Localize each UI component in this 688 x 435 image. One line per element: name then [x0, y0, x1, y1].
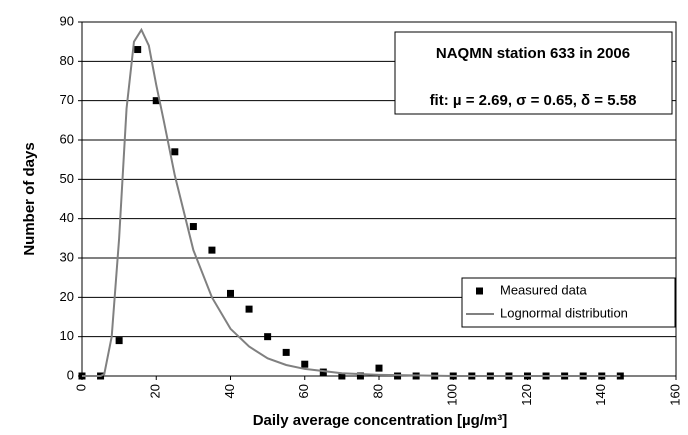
x-tick-label: 160	[667, 384, 682, 406]
data-point	[152, 97, 160, 105]
annotation: NAQMN station 633 in 2006	[436, 45, 630, 62]
legend-label: Measured data	[500, 282, 587, 297]
y-tick-label: 0	[67, 367, 74, 382]
x-tick-label: 60	[296, 384, 311, 398]
y-tick-label: 10	[60, 328, 74, 343]
data-point	[301, 360, 309, 368]
plot-border	[81, 21, 677, 377]
y-tick-label: 90	[60, 13, 74, 28]
data-point	[134, 46, 142, 54]
data-point	[208, 246, 216, 254]
data-point	[171, 148, 179, 156]
data-point	[189, 223, 197, 231]
data-point	[375, 364, 383, 372]
annotation-box	[394, 31, 673, 115]
data-point	[227, 289, 234, 297]
data-point	[245, 305, 253, 313]
x-axis-label: Daily average concentration [µg/m³]	[253, 412, 508, 429]
y-axis-label: Number of days	[21, 142, 38, 255]
x-tick-label: 100	[445, 384, 460, 406]
fit-line	[82, 27, 621, 377]
x-tick-label: 120	[519, 384, 534, 406]
x-tick-label: 140	[593, 384, 608, 406]
data-point	[115, 337, 123, 345]
legend-marker	[476, 287, 483, 295]
legend-label: Lognormal distribution	[500, 305, 628, 320]
y-tick-label: 80	[60, 53, 74, 68]
x-tick-label: 80	[370, 384, 385, 398]
annotation: fit: µ = 2.69, σ = 0.65, δ = 5.58	[430, 92, 637, 109]
data-point	[264, 333, 272, 341]
legend-box	[461, 277, 676, 328]
y-tick-label: 30	[60, 249, 74, 264]
y-tick-label: 40	[60, 210, 74, 225]
x-tick-label: 20	[148, 384, 163, 398]
x-tick-label: 0	[73, 384, 88, 391]
y-tick-label: 60	[60, 131, 74, 146]
y-tick-label: 70	[60, 92, 74, 107]
data-point	[338, 372, 346, 380]
y-tick-label: 20	[60, 289, 74, 304]
data-point	[356, 372, 364, 380]
y-tick-label: 50	[60, 171, 74, 186]
data-point	[282, 348, 290, 356]
x-tick-label: 40	[222, 384, 237, 398]
